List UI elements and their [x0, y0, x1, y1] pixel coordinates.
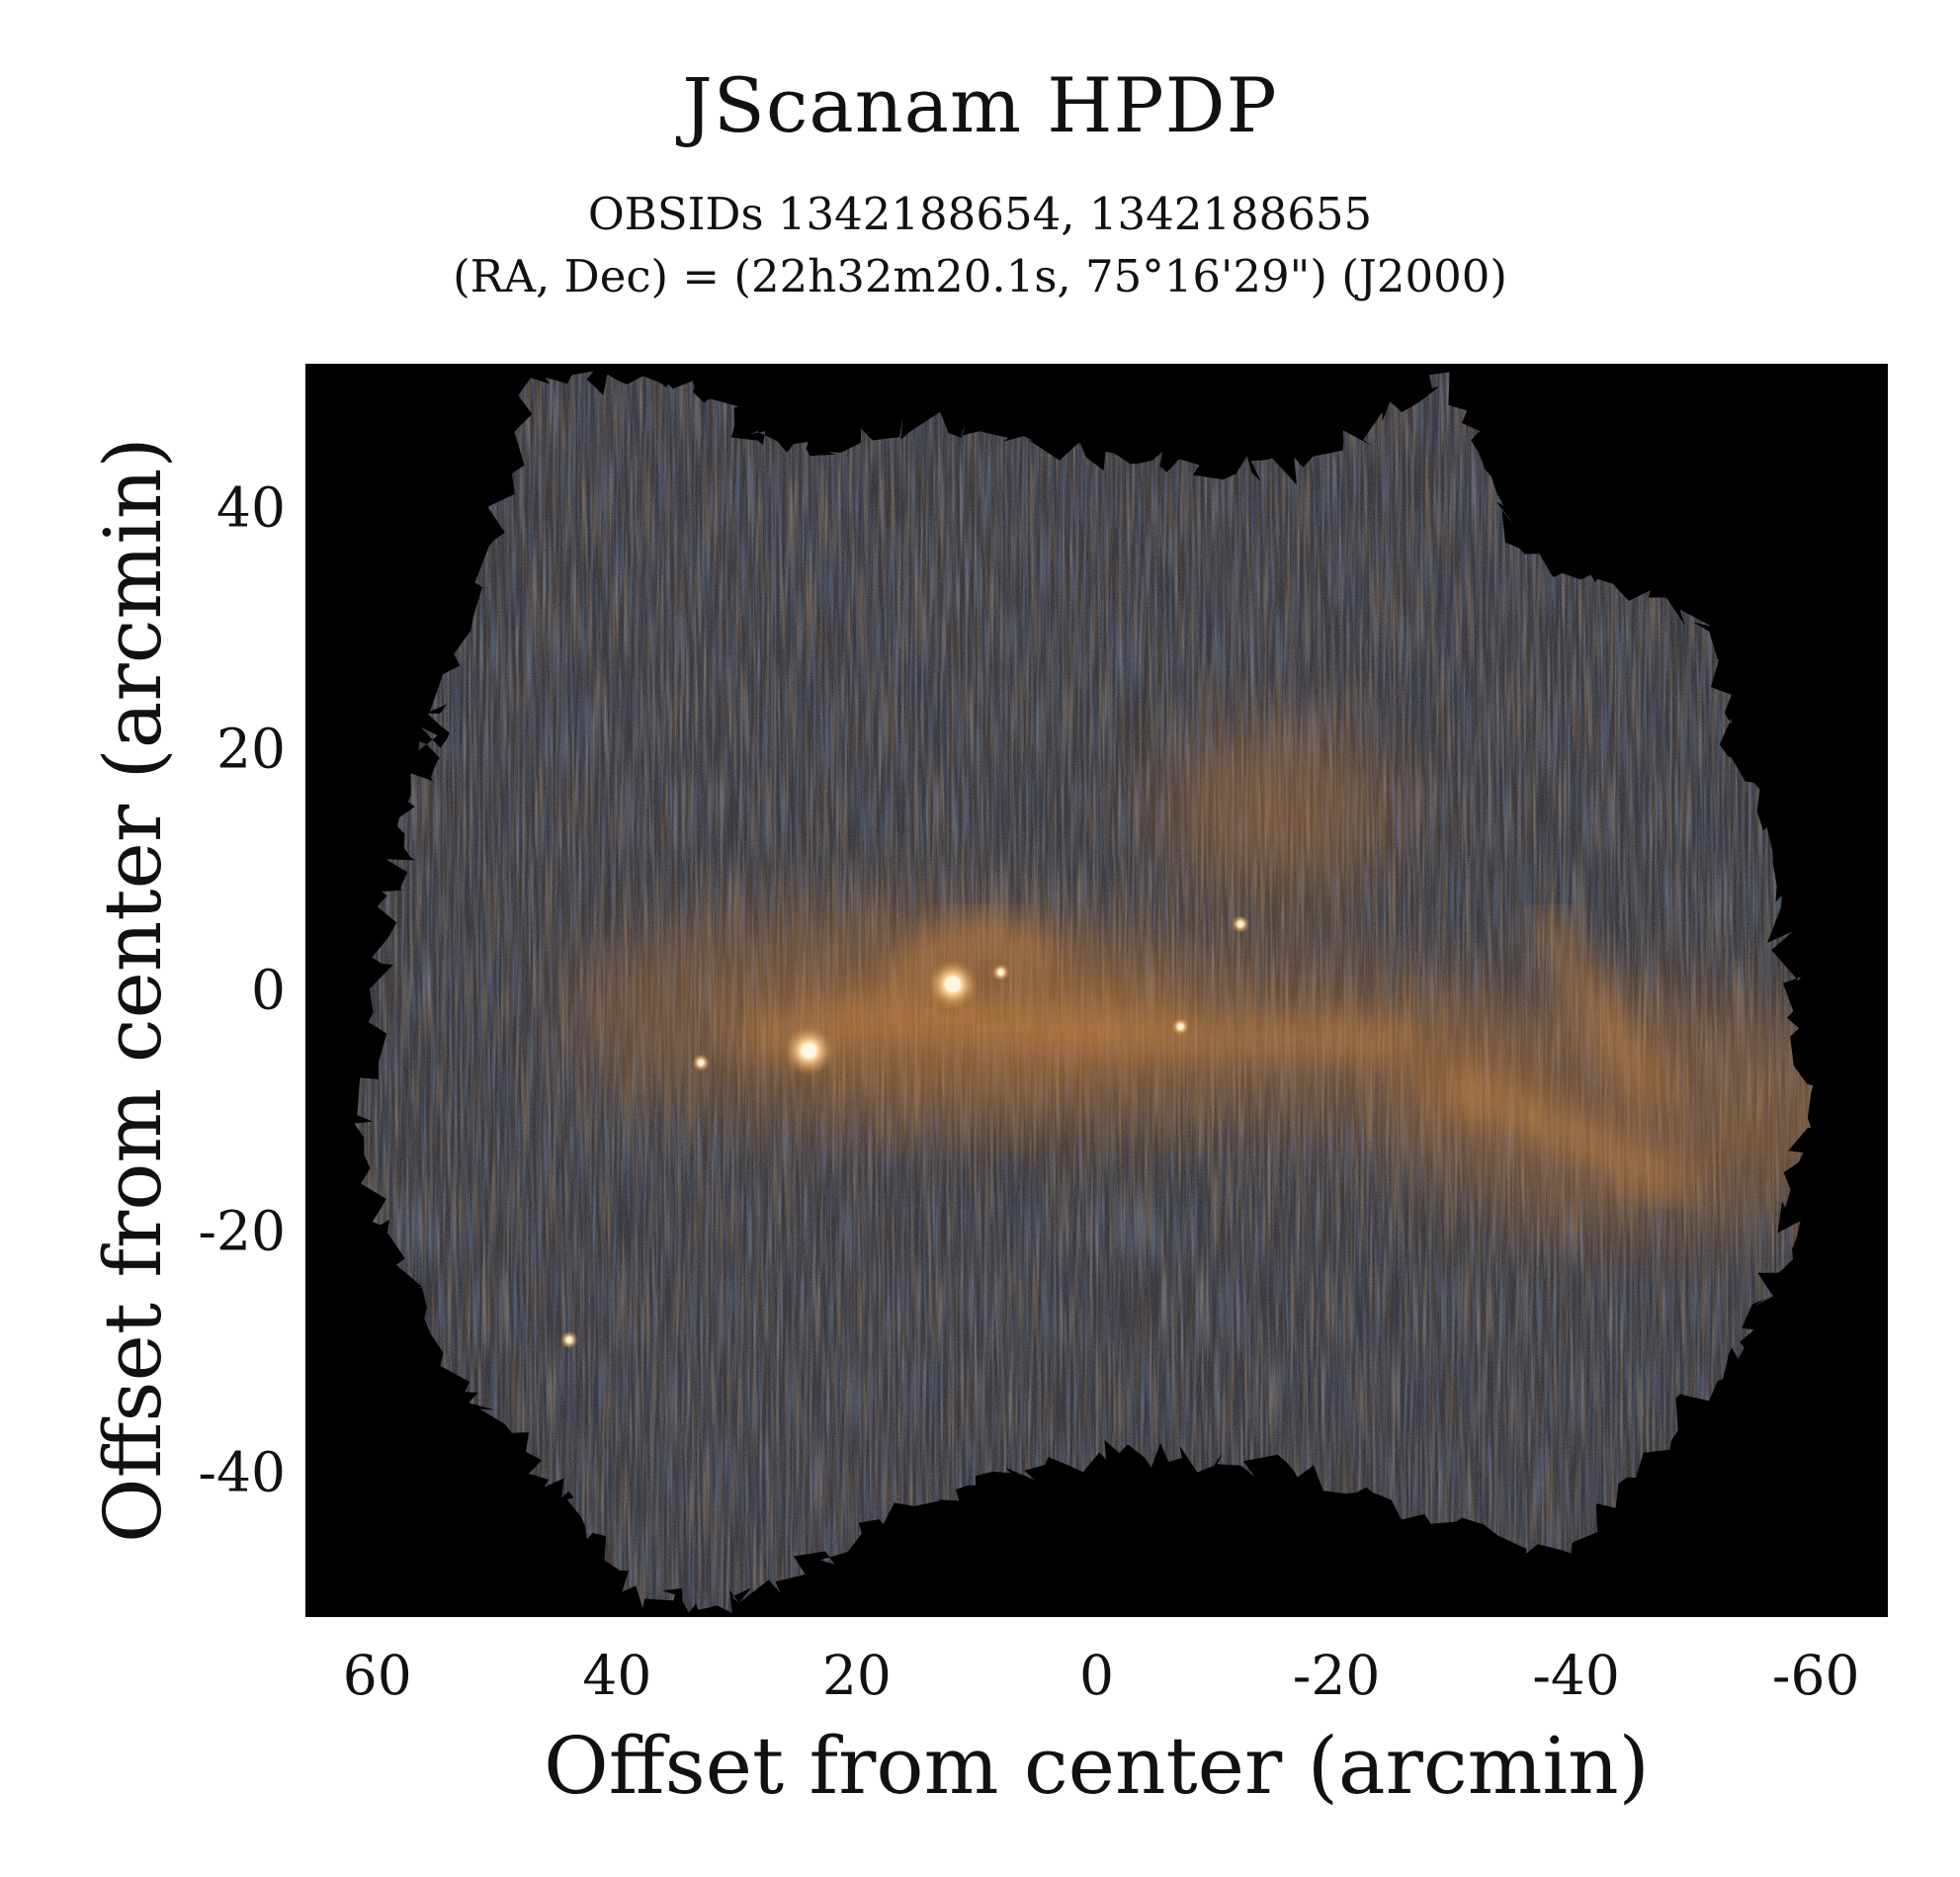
chart-subtitle-line-1: OBSIDs 1342188654, 1342188655: [587, 188, 1373, 240]
map-coverage: [354, 371, 1814, 1613]
x-tick-label: -60: [1771, 1644, 1860, 1707]
point-source: [566, 1337, 572, 1343]
emission-filament: [741, 995, 1415, 1058]
emission-filament: [1533, 911, 1667, 1106]
y-axis-label: Offset from center (arcmin): [87, 437, 179, 1544]
y-tick-label: 20: [216, 717, 286, 781]
point-source: [1177, 1024, 1183, 1030]
point-source: [997, 970, 1003, 976]
x-tick-label: -20: [1292, 1644, 1381, 1707]
y-tick-label: -40: [198, 1440, 286, 1504]
x-tick-label: 20: [821, 1644, 892, 1707]
emission-filaments: [741, 908, 1691, 1203]
point-source: [1237, 921, 1243, 927]
x-axis-label: Offset from center (arcmin): [544, 1720, 1650, 1812]
y-tick-label: 0: [251, 958, 286, 1022]
sky-map-image: [305, 364, 1888, 1617]
x-tick-label: 40: [582, 1644, 652, 1707]
point-source: [944, 976, 961, 992]
chart-title: JScanam HPDP: [682, 61, 1278, 149]
x-tick-label: 0: [1079, 1644, 1114, 1707]
x-tick-label: 60: [342, 1644, 412, 1707]
x-tick-label: -40: [1532, 1644, 1620, 1707]
emission-filament: [897, 908, 1056, 985]
point-source: [801, 1042, 817, 1059]
emission-cloud: [1379, 991, 1814, 1230]
emission-cloud: [1157, 721, 1396, 899]
y-tick-label: -20: [198, 1199, 286, 1263]
image-plot-area: [305, 364, 1888, 1617]
point-source: [698, 1060, 704, 1066]
point-sources: [559, 914, 1250, 1349]
y-tick-label: 40: [216, 475, 286, 540]
emission-filament: [1437, 1067, 1691, 1203]
chart-subtitle-line-2: (RA, Dec) = (22h32m20.1s, 75°16'29") (J2…: [453, 250, 1507, 302]
